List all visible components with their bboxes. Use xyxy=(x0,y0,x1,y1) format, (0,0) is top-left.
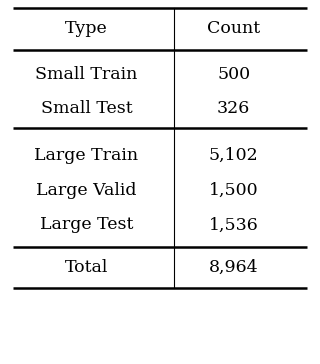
Text: 1,500: 1,500 xyxy=(209,182,259,198)
Text: 5,102: 5,102 xyxy=(209,147,259,163)
Text: Large Test: Large Test xyxy=(40,217,133,233)
Text: Total: Total xyxy=(65,259,108,276)
Text: Large Train: Large Train xyxy=(34,147,139,163)
Text: Small Train: Small Train xyxy=(35,67,138,83)
Text: 1,536: 1,536 xyxy=(209,217,259,233)
Text: Large Valid: Large Valid xyxy=(36,182,137,198)
Text: 8,964: 8,964 xyxy=(209,259,259,276)
Text: Type: Type xyxy=(65,20,108,37)
Text: Count: Count xyxy=(207,20,260,37)
Text: 500: 500 xyxy=(217,67,250,83)
Text: Small Test: Small Test xyxy=(41,100,132,116)
Text: 326: 326 xyxy=(217,100,250,116)
